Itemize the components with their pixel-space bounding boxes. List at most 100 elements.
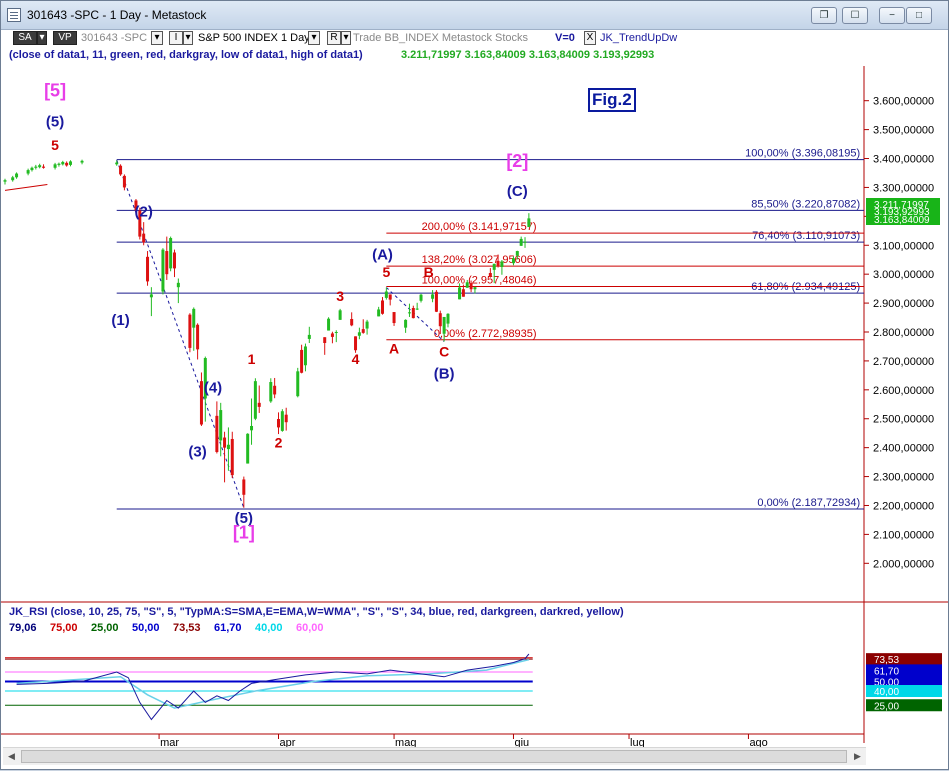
x-tick-label: apr	[279, 737, 295, 749]
refresh-button[interactable]: R	[327, 31, 341, 45]
candle-body	[465, 282, 469, 288]
candle-body	[488, 273, 492, 277]
maximize-button[interactable]: □	[906, 7, 932, 24]
candle-body	[192, 308, 196, 328]
candle-body	[134, 200, 138, 211]
rsi-axis-label: 61,70	[874, 666, 899, 677]
candle-body	[165, 251, 169, 275]
close-indicator-button[interactable]: X	[584, 31, 596, 45]
rsi-value: 50,00	[132, 622, 160, 634]
candle-body	[199, 381, 203, 425]
candle-body	[442, 316, 446, 334]
candle-body	[357, 332, 361, 336]
wave-label: 3	[336, 288, 344, 304]
fibonacci-level-label: 85,50% (3.220,87082)	[751, 198, 860, 210]
candle-body	[11, 177, 15, 181]
rsi-axis-marker	[866, 699, 942, 712]
candle-body	[419, 294, 423, 301]
refresh-dropdown-icon[interactable]: ▾	[341, 31, 351, 45]
wave-label: (2)	[135, 203, 153, 220]
symbol-dropdown-icon[interactable]: ▾	[151, 31, 163, 45]
candle-body	[53, 164, 57, 168]
x-tick-label: lug	[630, 737, 645, 749]
candle-body	[176, 282, 180, 288]
candle-body	[149, 294, 153, 298]
candle-body	[350, 318, 354, 326]
x-tick-label: mag	[395, 737, 416, 749]
candle-body	[323, 337, 327, 343]
candle-body	[330, 333, 334, 337]
indicator-label: JK_TrendUpDw	[600, 32, 678, 44]
fibonacci-level-label: 0,00% (2.187,72934)	[757, 497, 860, 509]
candle-body	[303, 346, 307, 366]
y-tick-label: 2.900,00000	[873, 298, 934, 310]
y-tick-label: 3.100,00000	[873, 240, 934, 252]
candle-body	[65, 162, 69, 166]
wave-label: A	[389, 341, 399, 357]
y-tick-label: 3.000,00000	[873, 269, 934, 281]
candle-body	[354, 336, 358, 351]
candle-body	[122, 175, 126, 188]
horizontal-scrollbar[interactable]: ◀ ▶	[3, 747, 866, 765]
candle-body	[253, 381, 257, 419]
rsi-axis-label: 50,00	[874, 678, 899, 689]
last-price-close: 3.193,92993	[874, 207, 930, 218]
scroll-right-icon[interactable]: ▶	[854, 751, 861, 761]
vp-button[interactable]: VP	[53, 31, 77, 45]
y-tick-label: 2.000,00000	[873, 558, 934, 570]
instrument-info-button[interactable]: I	[169, 31, 183, 45]
candle-body	[169, 238, 173, 269]
y-tick-label: 2.700,00000	[873, 356, 934, 368]
x-tick-label: mar	[160, 737, 179, 749]
candle-body	[361, 329, 365, 333]
candle-body	[15, 173, 19, 178]
y-tick-label: 3.500,00000	[873, 125, 934, 137]
candle-body	[461, 289, 465, 297]
candle-body	[404, 319, 408, 328]
wave-label: 5	[382, 264, 390, 280]
candle-body	[519, 238, 523, 246]
candle-body	[80, 160, 84, 163]
rsi-value: 25,00	[91, 622, 119, 634]
scroll-left-icon[interactable]: ◀	[8, 751, 15, 761]
candle-body	[458, 287, 462, 300]
sa-button[interactable]: SA	[13, 31, 37, 45]
minimize-button[interactable]: −	[879, 7, 905, 24]
title-bar: 301643 -SPC - 1 Day - Metastock ❐ ☐ − □	[1, 1, 948, 30]
candle-body	[219, 410, 223, 441]
candle-body	[407, 312, 411, 314]
candle-body	[307, 334, 311, 339]
candle-body	[215, 415, 219, 452]
symbol-label: 301643 -SPC	[81, 32, 148, 44]
y-tick-label: 2.400,00000	[873, 443, 934, 455]
wave-label: C	[439, 344, 449, 360]
instrument-dropdown-icon[interactable]: ▾	[183, 31, 193, 45]
candle-body	[384, 291, 388, 298]
candle-body	[115, 162, 119, 165]
sa-dropdown-icon[interactable]: ▾	[37, 31, 47, 45]
trend-segment	[4, 184, 48, 191]
last-price-marker	[866, 198, 940, 225]
period-dropdown-icon[interactable]: ▾	[308, 31, 320, 45]
candle-body	[365, 321, 369, 329]
restore-icon[interactable]: ❐	[811, 7, 837, 24]
candle-body	[142, 233, 146, 243]
candle-body	[496, 260, 500, 266]
candle-body	[284, 414, 288, 423]
candle-body	[338, 310, 342, 320]
dashed-trendline	[116, 159, 245, 508]
candle-body	[300, 349, 304, 373]
last-price-high: 3.211,71997	[874, 200, 929, 211]
y-tick-label: 2.500,00000	[873, 414, 934, 426]
y-tick-label: 2.100,00000	[873, 529, 934, 541]
scrollbar-thumb[interactable]	[21, 750, 847, 763]
rsi-value: 40,00	[255, 622, 283, 634]
wave-label: [5]	[44, 80, 66, 100]
candle-body	[34, 166, 38, 168]
pin-icon[interactable]: ☐	[842, 7, 868, 24]
figure-label: Fig.2	[588, 88, 636, 112]
candle-body	[61, 161, 65, 165]
candle-body	[196, 324, 200, 350]
candle-body	[223, 437, 227, 448]
y-tick-label: 3.300,00000	[873, 182, 934, 194]
